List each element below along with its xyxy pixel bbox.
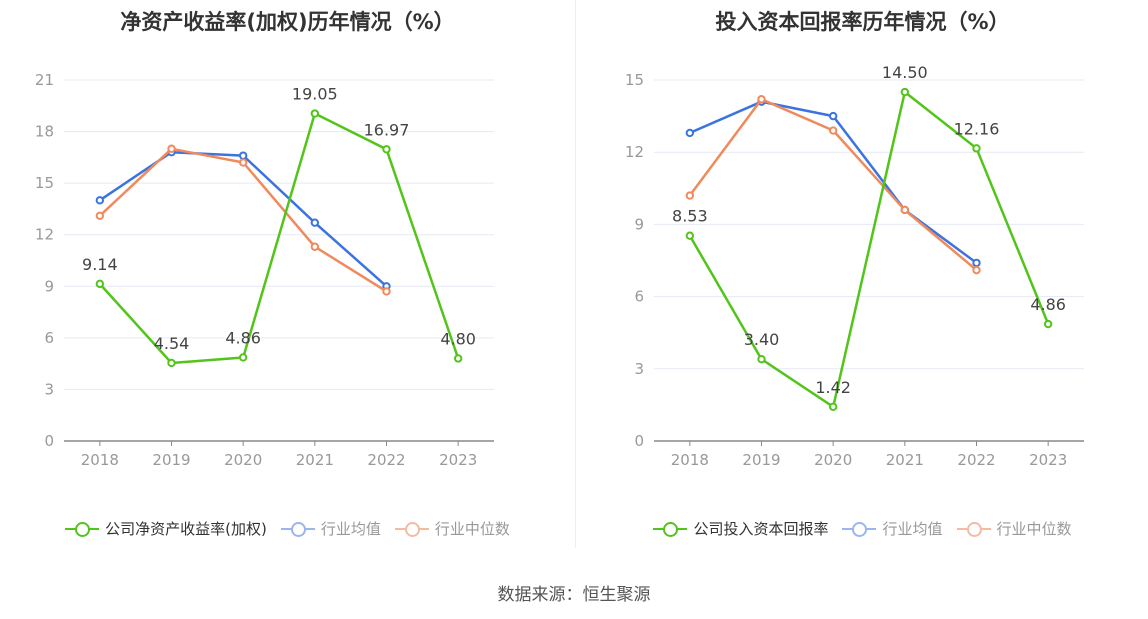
series-line	[688, 90, 1050, 409]
legend-company-marker-icon	[65, 521, 100, 537]
data-label: 4.86	[225, 328, 261, 347]
x-tick-label: 2019	[152, 451, 190, 469]
x-tick-label: 2021	[296, 451, 334, 469]
data-label: 4.86	[1030, 295, 1066, 314]
y-tick-label: 3	[44, 380, 54, 398]
legend-item-industry-average[interactable]: 行业均值	[280, 518, 381, 539]
data-point	[310, 109, 320, 118]
data-point	[95, 211, 105, 221]
data-label: 12.16	[954, 119, 1000, 138]
legend-item-company[interactable]: 公司净资产收益率(加权)	[65, 518, 267, 539]
series-line	[688, 98, 978, 272]
legend-company-marker-icon	[653, 521, 688, 537]
data-point	[167, 144, 176, 153]
series-line	[98, 112, 460, 365]
data-point	[238, 151, 248, 160]
x-tick-label: 2020	[814, 451, 852, 469]
legend-company-label: 公司投入资本回报率	[693, 520, 829, 538]
roe-chart-legend: 公司净资产收益率(加权) 行业均值 行业中位数	[0, 518, 575, 539]
data-label: 4.80	[440, 329, 476, 348]
data-point	[757, 354, 766, 364]
data-point	[1043, 319, 1053, 329]
data-point	[310, 218, 320, 227]
y-tick-label: 6	[634, 288, 644, 306]
data-label: 3.40	[744, 330, 780, 349]
data-point	[238, 353, 248, 362]
data-point	[685, 231, 695, 240]
data-point	[972, 258, 981, 268]
y-tick-label: 0	[634, 432, 644, 450]
data-point	[828, 111, 838, 121]
y-tick-label: 21	[35, 71, 54, 89]
x-tick-label: 2023	[439, 451, 477, 469]
legend-median-label: 行业中位数	[434, 520, 510, 538]
x-tick-label: 2018	[81, 451, 119, 469]
data-point	[828, 126, 838, 135]
data-point	[453, 354, 463, 363]
data-point	[900, 87, 910, 97]
legend-item-industry-average[interactable]: 行业均值	[842, 518, 943, 539]
y-tick-label: 9	[44, 277, 54, 295]
x-tick-label: 2020	[224, 451, 262, 469]
roic-chart-legend: 公司投入资本回报率 行业均值 行业中位数	[577, 518, 1148, 539]
y-tick-label: 0	[44, 432, 54, 450]
legend-item-company[interactable]: 公司投入资本回报率	[653, 518, 828, 539]
data-point	[900, 205, 910, 215]
data-point	[972, 265, 981, 275]
legend-median-marker-icon	[956, 521, 991, 537]
x-tick-label: 2021	[886, 451, 924, 469]
data-point	[95, 279, 105, 289]
roic-chart-title: 投入资本回报率历年情况（%）	[715, 10, 1010, 34]
data-label: 1.42	[815, 378, 851, 397]
data-point	[382, 145, 391, 154]
y-tick-label: 3	[634, 360, 644, 378]
data-label: 14.50	[882, 63, 928, 82]
x-tick-label: 2018	[671, 451, 709, 469]
data-point	[685, 191, 695, 200]
x-tick-label: 2023	[1029, 451, 1067, 469]
series-line	[99, 150, 388, 288]
y-tick-label: 9	[634, 215, 644, 233]
roe-chart-panel: 净资产收益率(加权)历年情况（%） 0 3 6 9 12 15 18 21 2018 2019 20…	[0, 0, 575, 560]
data-label: 9.14	[82, 255, 118, 274]
data-label: 19.05	[292, 85, 338, 104]
roic-chart-plot: 0 3 6 9 12 15 2018 2019 2020 2021 2022 2023 8.53 3.40…	[625, 63, 1084, 469]
data-point	[757, 95, 766, 104]
data-source-note: 数据来源：恒生聚源	[497, 585, 651, 605]
roe-chart-title: 净资产收益率(加权)历年情况（%）	[120, 10, 455, 34]
x-tick-label: 2022	[367, 451, 405, 469]
roe-chart-plot: 0 3 6 9 12 15 18 21 2018 2019 2020 2021 2022 2023 9.14…	[35, 71, 494, 469]
y-tick-label: 15	[35, 174, 54, 192]
series-line	[689, 100, 978, 264]
legend-item-industry-median[interactable]: 行业中位数	[956, 518, 1072, 539]
roic-chart-panel: 投入资本回报率历年情况（%） 0 3 6 9 12 15 2018 2019 2020 2021 2…	[577, 0, 1148, 560]
data-label: 8.53	[672, 207, 708, 226]
x-tick-label: 2019	[742, 451, 780, 469]
y-tick-label: 15	[625, 71, 644, 89]
legend-median-label: 行业中位数	[996, 520, 1072, 538]
data-point	[828, 402, 838, 412]
y-tick-label: 12	[625, 143, 644, 161]
data-point	[972, 144, 981, 153]
data-point	[95, 196, 105, 205]
legend-company-label: 公司净资产收益率(加权)	[105, 520, 267, 538]
data-point	[167, 358, 176, 368]
legend-average-marker-icon	[280, 521, 315, 537]
data-label: 16.97	[364, 120, 410, 139]
data-point	[238, 158, 248, 167]
panel-divider	[575, 0, 576, 548]
legend-item-industry-median[interactable]: 行业中位数	[394, 518, 510, 539]
x-tick-label: 2022	[957, 451, 995, 469]
data-point	[310, 242, 320, 251]
legend-median-marker-icon	[394, 521, 429, 537]
legend-average-label: 行业均值	[882, 520, 943, 538]
data-point	[685, 128, 695, 138]
legend-average-marker-icon	[842, 521, 877, 537]
data-point	[382, 287, 391, 296]
y-tick-label: 12	[35, 226, 54, 244]
data-label: 4.54	[154, 334, 190, 353]
y-tick-label: 6	[44, 329, 54, 347]
legend-average-label: 行业均值	[320, 520, 381, 538]
y-tick-label: 18	[35, 123, 54, 141]
